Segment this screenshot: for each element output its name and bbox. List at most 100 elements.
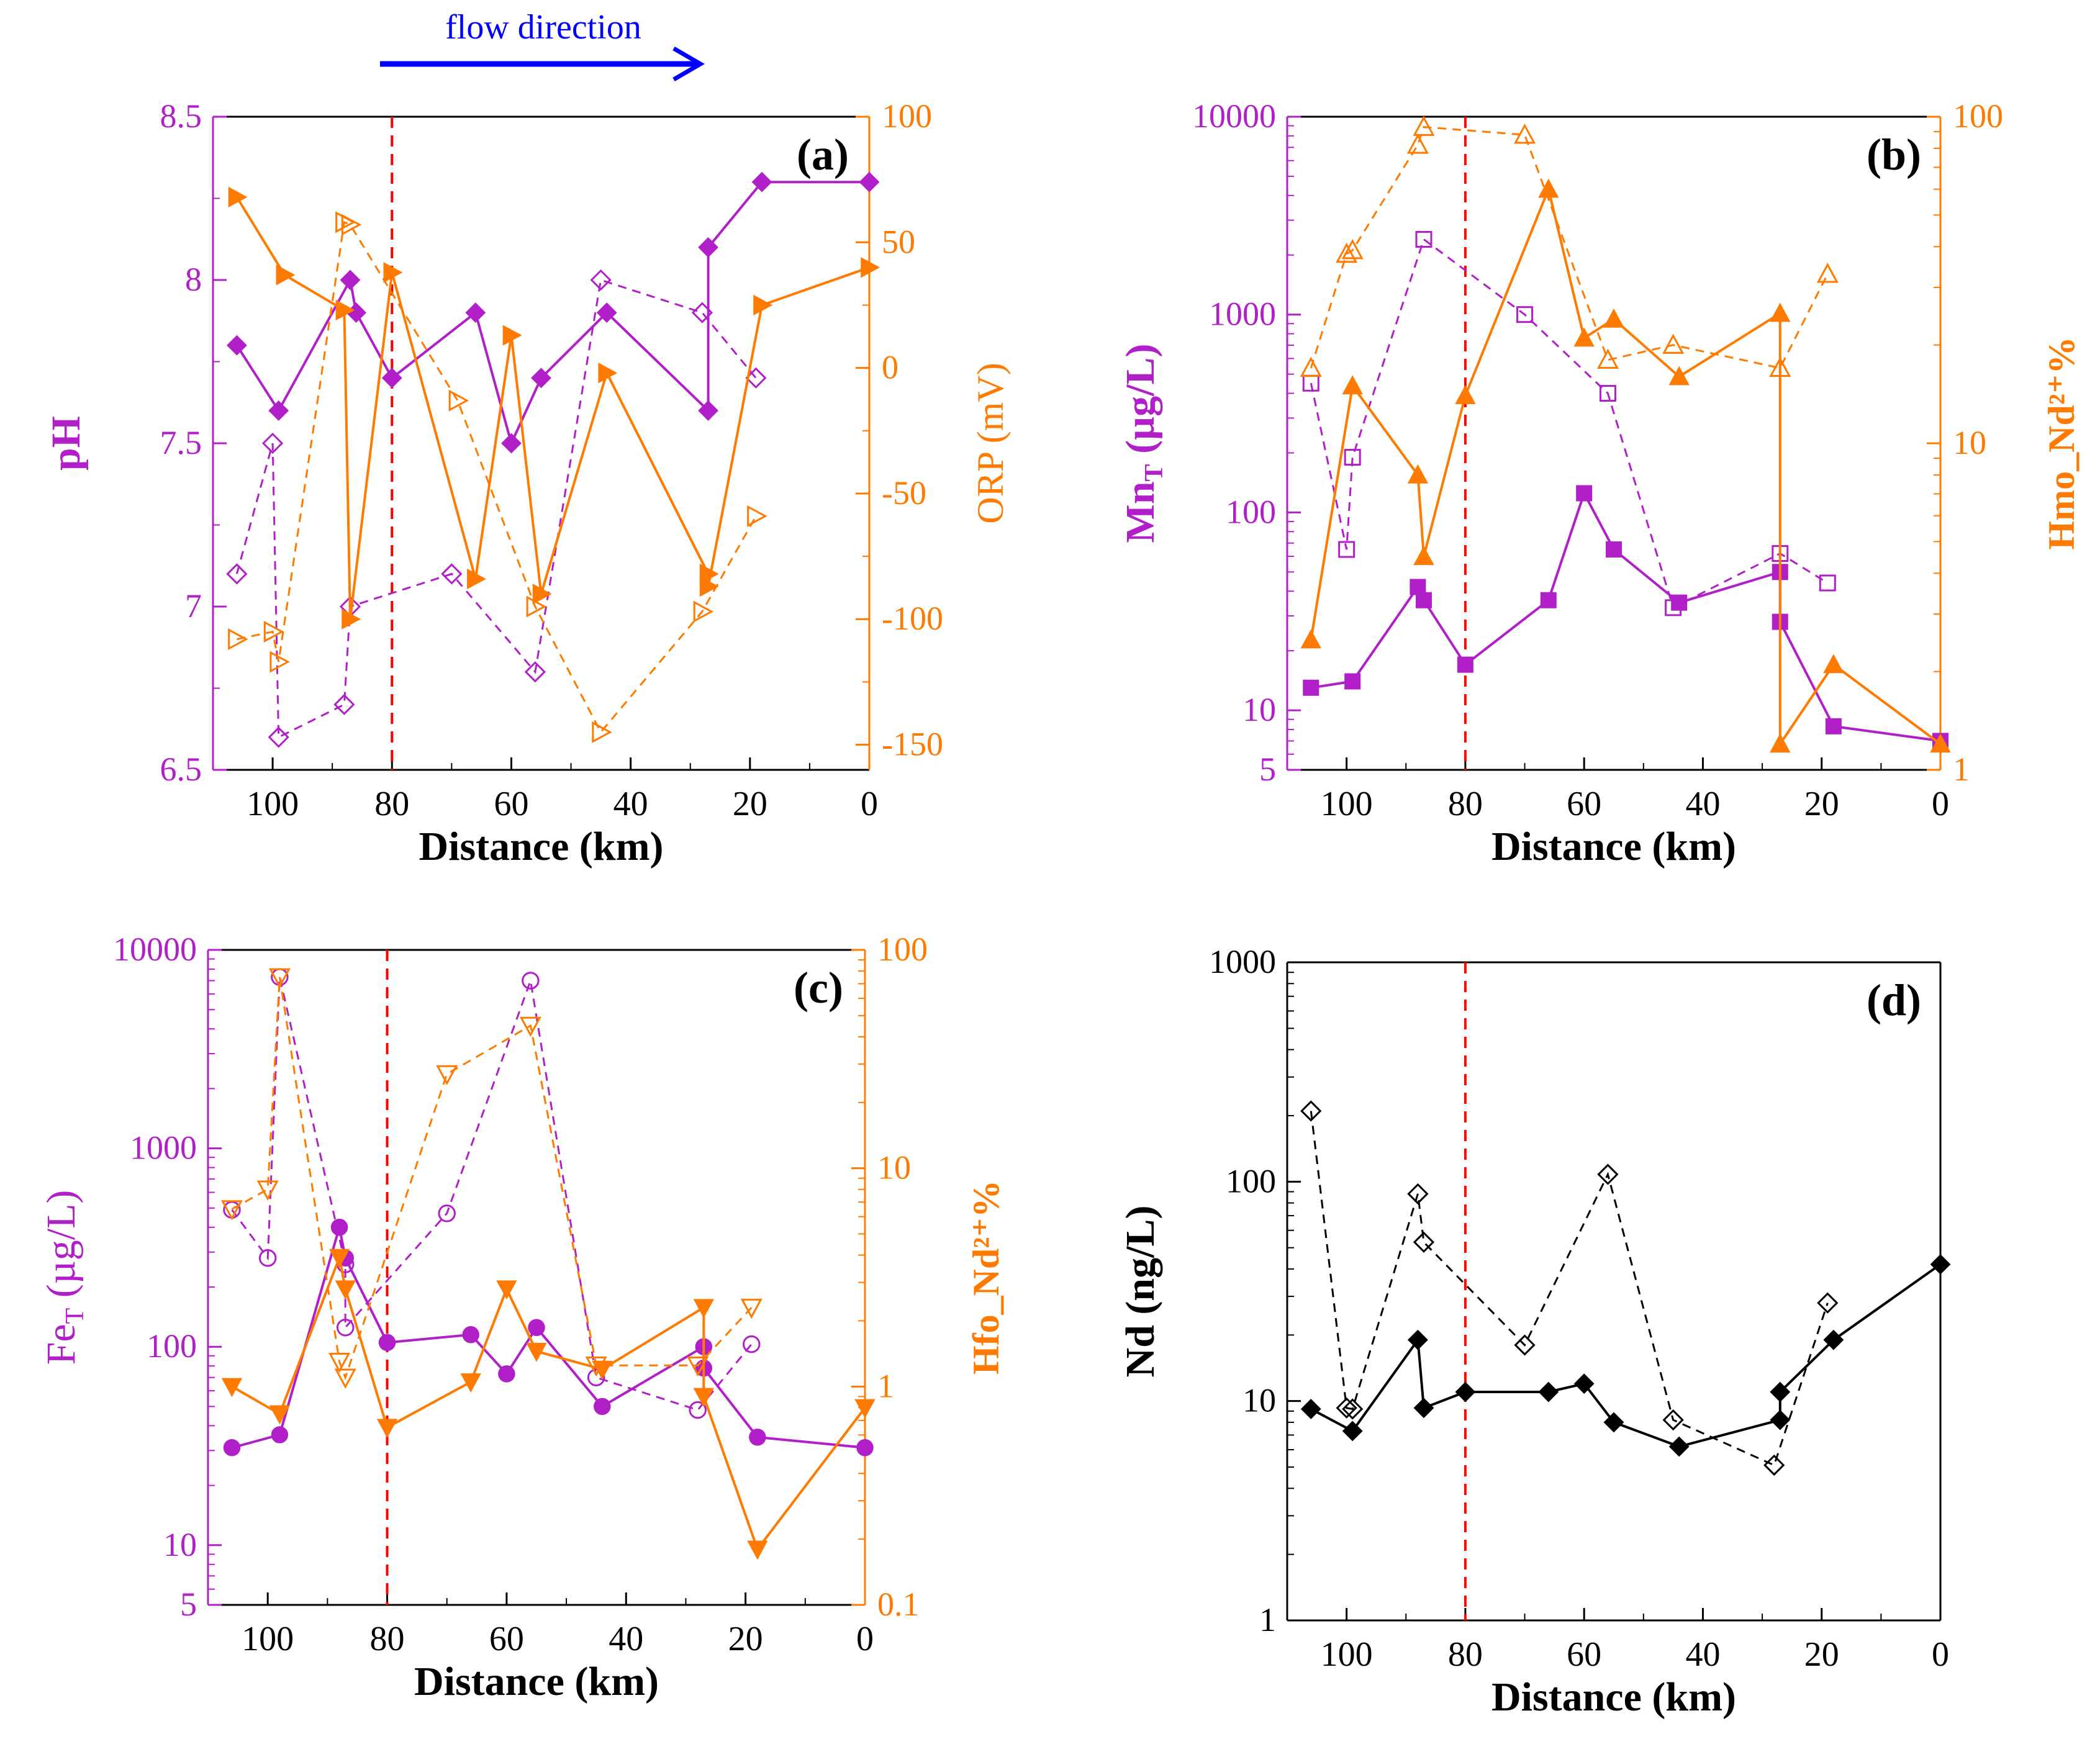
right-axis-label: ORP (mV): [970, 363, 1011, 523]
x-tick-label: 20: [728, 1620, 763, 1658]
series-line: [1310, 490, 1941, 743]
data-point: [740, 1298, 763, 1319]
x-tick-label: 100: [247, 785, 299, 823]
left-tick-label: 10000: [113, 931, 197, 968]
data-point: [1300, 356, 1322, 377]
data-point: [1344, 449, 1361, 466]
x-tick-label: 40: [613, 785, 648, 823]
data-point: [687, 1357, 709, 1377]
flow-direction-arrow: flow direction: [380, 8, 705, 82]
data-point: [334, 1368, 356, 1389]
data-point: [587, 1368, 605, 1386]
data-point: [1336, 242, 1358, 263]
right-axis-label: Hmo_Nd²⁺%: [2041, 336, 2082, 549]
x-axis-label: Distance (km): [419, 824, 663, 869]
x-tick-label: 60: [1567, 785, 1601, 823]
x-tick-label: 80: [374, 785, 409, 823]
x-tick-label: 0: [861, 785, 878, 823]
data-point: [1662, 333, 1685, 354]
data-point: [438, 1204, 456, 1222]
x-tick-label: 100: [1321, 1635, 1373, 1674]
right-tick-label: -100: [882, 600, 943, 637]
data-point: [1770, 302, 1791, 322]
data-point: [699, 576, 719, 597]
left-axis-label: MnT (µg/L): [1118, 344, 1169, 543]
data-point: [856, 1439, 874, 1457]
data-point: [268, 968, 291, 989]
x-tick-label: 80: [370, 1620, 405, 1658]
x-tick-label: 20: [1804, 1635, 1839, 1674]
x-tick-label: 100: [242, 1620, 294, 1658]
data-point: [691, 302, 713, 323]
series-line: [1310, 1111, 1829, 1467]
data-point: [1302, 374, 1319, 392]
data-point: [1825, 718, 1842, 734]
data-point: [335, 299, 355, 321]
data-point: [263, 620, 284, 643]
panel-d: 100 80 60 40 20 0 Distance (km) 1 10 100 1000 Nd (n…: [1118, 943, 1951, 1720]
data-point: [1540, 592, 1557, 608]
data-point: [1342, 1421, 1363, 1442]
data-point: [498, 1365, 515, 1383]
x-axis-label: Distance (km): [1491, 1674, 1736, 1720]
data-point: [699, 563, 719, 585]
data-point: [220, 1200, 243, 1221]
data-point: [519, 1016, 541, 1037]
left-tick-label: 1: [1259, 1601, 1276, 1638]
series-line: [237, 220, 757, 734]
data-point: [1407, 1329, 1428, 1350]
data-point: [693, 1388, 714, 1407]
x-tick-label: 80: [1448, 785, 1483, 823]
series-line: [231, 977, 753, 1411]
left-axis-label: pH: [43, 416, 89, 471]
x-tick-label: 60: [1567, 1635, 1601, 1674]
data-point: [1930, 733, 1951, 753]
x-tick-label: 80: [1448, 1635, 1483, 1674]
data-point: [747, 1540, 768, 1560]
left-tick-label: 7: [185, 587, 202, 625]
data-point: [269, 651, 290, 673]
right-tick-label: 10: [877, 1149, 911, 1186]
data-point: [524, 661, 546, 683]
data-point: [1415, 231, 1432, 248]
left-tick-label: 8: [185, 261, 202, 298]
right-tick-label: 100: [877, 931, 928, 968]
right-tick-label: 10: [1953, 424, 1986, 461]
data-point: [526, 1342, 547, 1362]
data-point: [1538, 1381, 1559, 1402]
x-tick-label: 20: [733, 785, 767, 823]
data-point: [496, 1280, 517, 1300]
series-line: [1310, 126, 1829, 369]
data-point: [1662, 1409, 1684, 1431]
series-line: [235, 181, 869, 447]
data-point: [1603, 308, 1624, 328]
left-axis-label: FeT (µg/L): [38, 1190, 89, 1365]
left-tick-label: 100: [147, 1327, 197, 1365]
data-point: [335, 1280, 356, 1300]
data-point: [1514, 124, 1536, 144]
data-point: [1597, 1163, 1619, 1185]
data-point: [1596, 348, 1619, 369]
data-point: [1930, 1254, 1951, 1275]
series-line: [1310, 1263, 1942, 1448]
series-line: [235, 196, 870, 620]
right-axis-label: Hfo_Nd²⁺%: [966, 1180, 1007, 1375]
data-point: [1573, 327, 1595, 347]
data-point: [749, 1429, 766, 1446]
data-point: [751, 171, 772, 192]
data-point: [1413, 115, 1435, 136]
series-line: [231, 1227, 866, 1449]
data-point: [269, 1405, 291, 1425]
right-tick-label: 0: [882, 349, 898, 386]
left-tick-label: 100: [1226, 1162, 1276, 1199]
data-point: [1300, 1399, 1321, 1419]
data-point: [1603, 1412, 1624, 1433]
data-point: [693, 1299, 714, 1319]
panel-label: (a): [797, 130, 849, 179]
data-point: [376, 1419, 398, 1439]
data-point: [460, 1373, 481, 1393]
left-tick-label: 10000: [1192, 97, 1276, 135]
data-point: [441, 563, 463, 585]
x-tick-label: 40: [1685, 785, 1720, 823]
left-axis-label-rest: (µg/L): [38, 1190, 84, 1308]
